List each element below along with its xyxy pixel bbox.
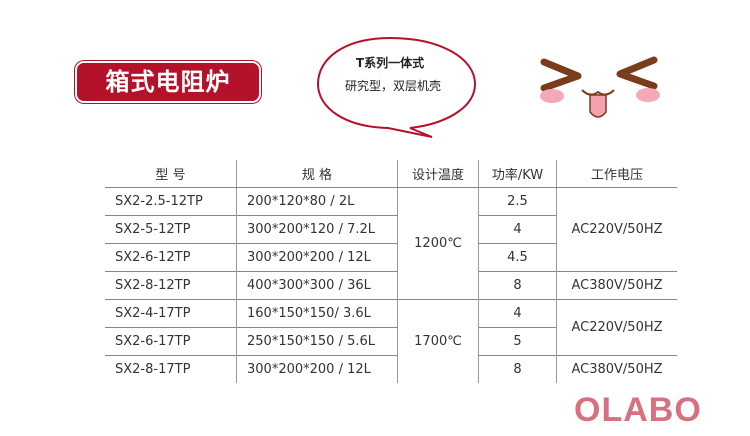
model: SX2-8-17TP bbox=[105, 355, 237, 383]
voltage: AC220V/50HZ bbox=[556, 299, 677, 356]
model: SX2-4-17TP bbox=[105, 299, 237, 328]
table-row: SX2-4-17TP 160*150*150/ 3.6L 1700℃ 4 AC2… bbox=[105, 299, 677, 383]
power: 8 bbox=[478, 271, 557, 300]
power: 8 bbox=[478, 355, 557, 383]
model: SX2-6-12TP bbox=[105, 243, 237, 272]
power: 2.5 bbox=[478, 187, 557, 216]
table-row: SX2-5-12TP 300*200*120 / 7.2L 4 bbox=[105, 215, 677, 244]
spec: 300*200*200 / 12L bbox=[236, 355, 398, 383]
spec: 250*150*150 / 5.6L bbox=[236, 327, 398, 356]
bubble-line-2: 研究型，双层机壳 bbox=[344, 79, 441, 93]
voltage: AC380V/50HZ bbox=[556, 355, 677, 383]
power: 5 bbox=[478, 327, 557, 356]
table-row: SX2-8-12TP 400*300*300 / 36L 8 AC380V/50… bbox=[105, 271, 677, 300]
spec: 300*200*200 / 12L bbox=[236, 243, 398, 272]
power: 4.5 bbox=[478, 243, 557, 272]
table-row: SX2-8-17TP 300*200*200 / 12L 8 AC380V/50… bbox=[105, 355, 677, 383]
model: SX2-2.5-12TP bbox=[105, 187, 237, 216]
header-temp: 设计温度 bbox=[397, 160, 479, 188]
page-title: 箱式电阻炉 bbox=[77, 63, 259, 101]
voltage: AC380V/50HZ bbox=[556, 271, 677, 300]
spec: 300*200*120 / 7.2L bbox=[236, 215, 398, 244]
spec: 160*150*150/ 3.6L bbox=[236, 299, 398, 328]
spec-table: 型 号 规 格 设计温度 功率/KW 工作电压 SX2-2.5-12TP 200… bbox=[105, 160, 677, 383]
bubble-line-1: T系列一体式 bbox=[355, 56, 425, 70]
power: 4 bbox=[478, 215, 557, 244]
winking-face-icon bbox=[540, 56, 660, 118]
header-spec: 规 格 bbox=[236, 160, 398, 188]
power: 4 bbox=[478, 299, 557, 328]
spec: 400*300*300 / 36L bbox=[236, 271, 398, 300]
model: SX2-5-12TP bbox=[105, 215, 237, 244]
voltage: AC220V/50HZ bbox=[556, 187, 677, 272]
temp: 1700℃ bbox=[397, 299, 479, 383]
header-voltage: 工作电压 bbox=[556, 160, 677, 188]
speech-bubble bbox=[316, 36, 477, 138]
temp: 1200℃ bbox=[397, 187, 479, 300]
model: SX2-6-17TP bbox=[105, 327, 237, 356]
table-row: SX2-6-12TP 300*200*200 / 12L 4.5 bbox=[105, 243, 677, 272]
header-model: 型 号 bbox=[105, 160, 237, 188]
table-row: SX2-6-17TP 250*150*150 / 5.6L 5 bbox=[105, 327, 677, 356]
brand-logo: OLABO bbox=[574, 391, 702, 429]
model: SX2-8-12TP bbox=[105, 271, 237, 300]
table-row: SX2-2.5-12TP 200*120*80 / 2L 1200℃ 2.5 A… bbox=[105, 187, 677, 300]
header-power: 功率/KW bbox=[478, 160, 557, 188]
table-header: 型 号 规 格 设计温度 功率/KW 工作电压 bbox=[105, 160, 677, 188]
spec: 200*120*80 / 2L bbox=[236, 187, 398, 216]
